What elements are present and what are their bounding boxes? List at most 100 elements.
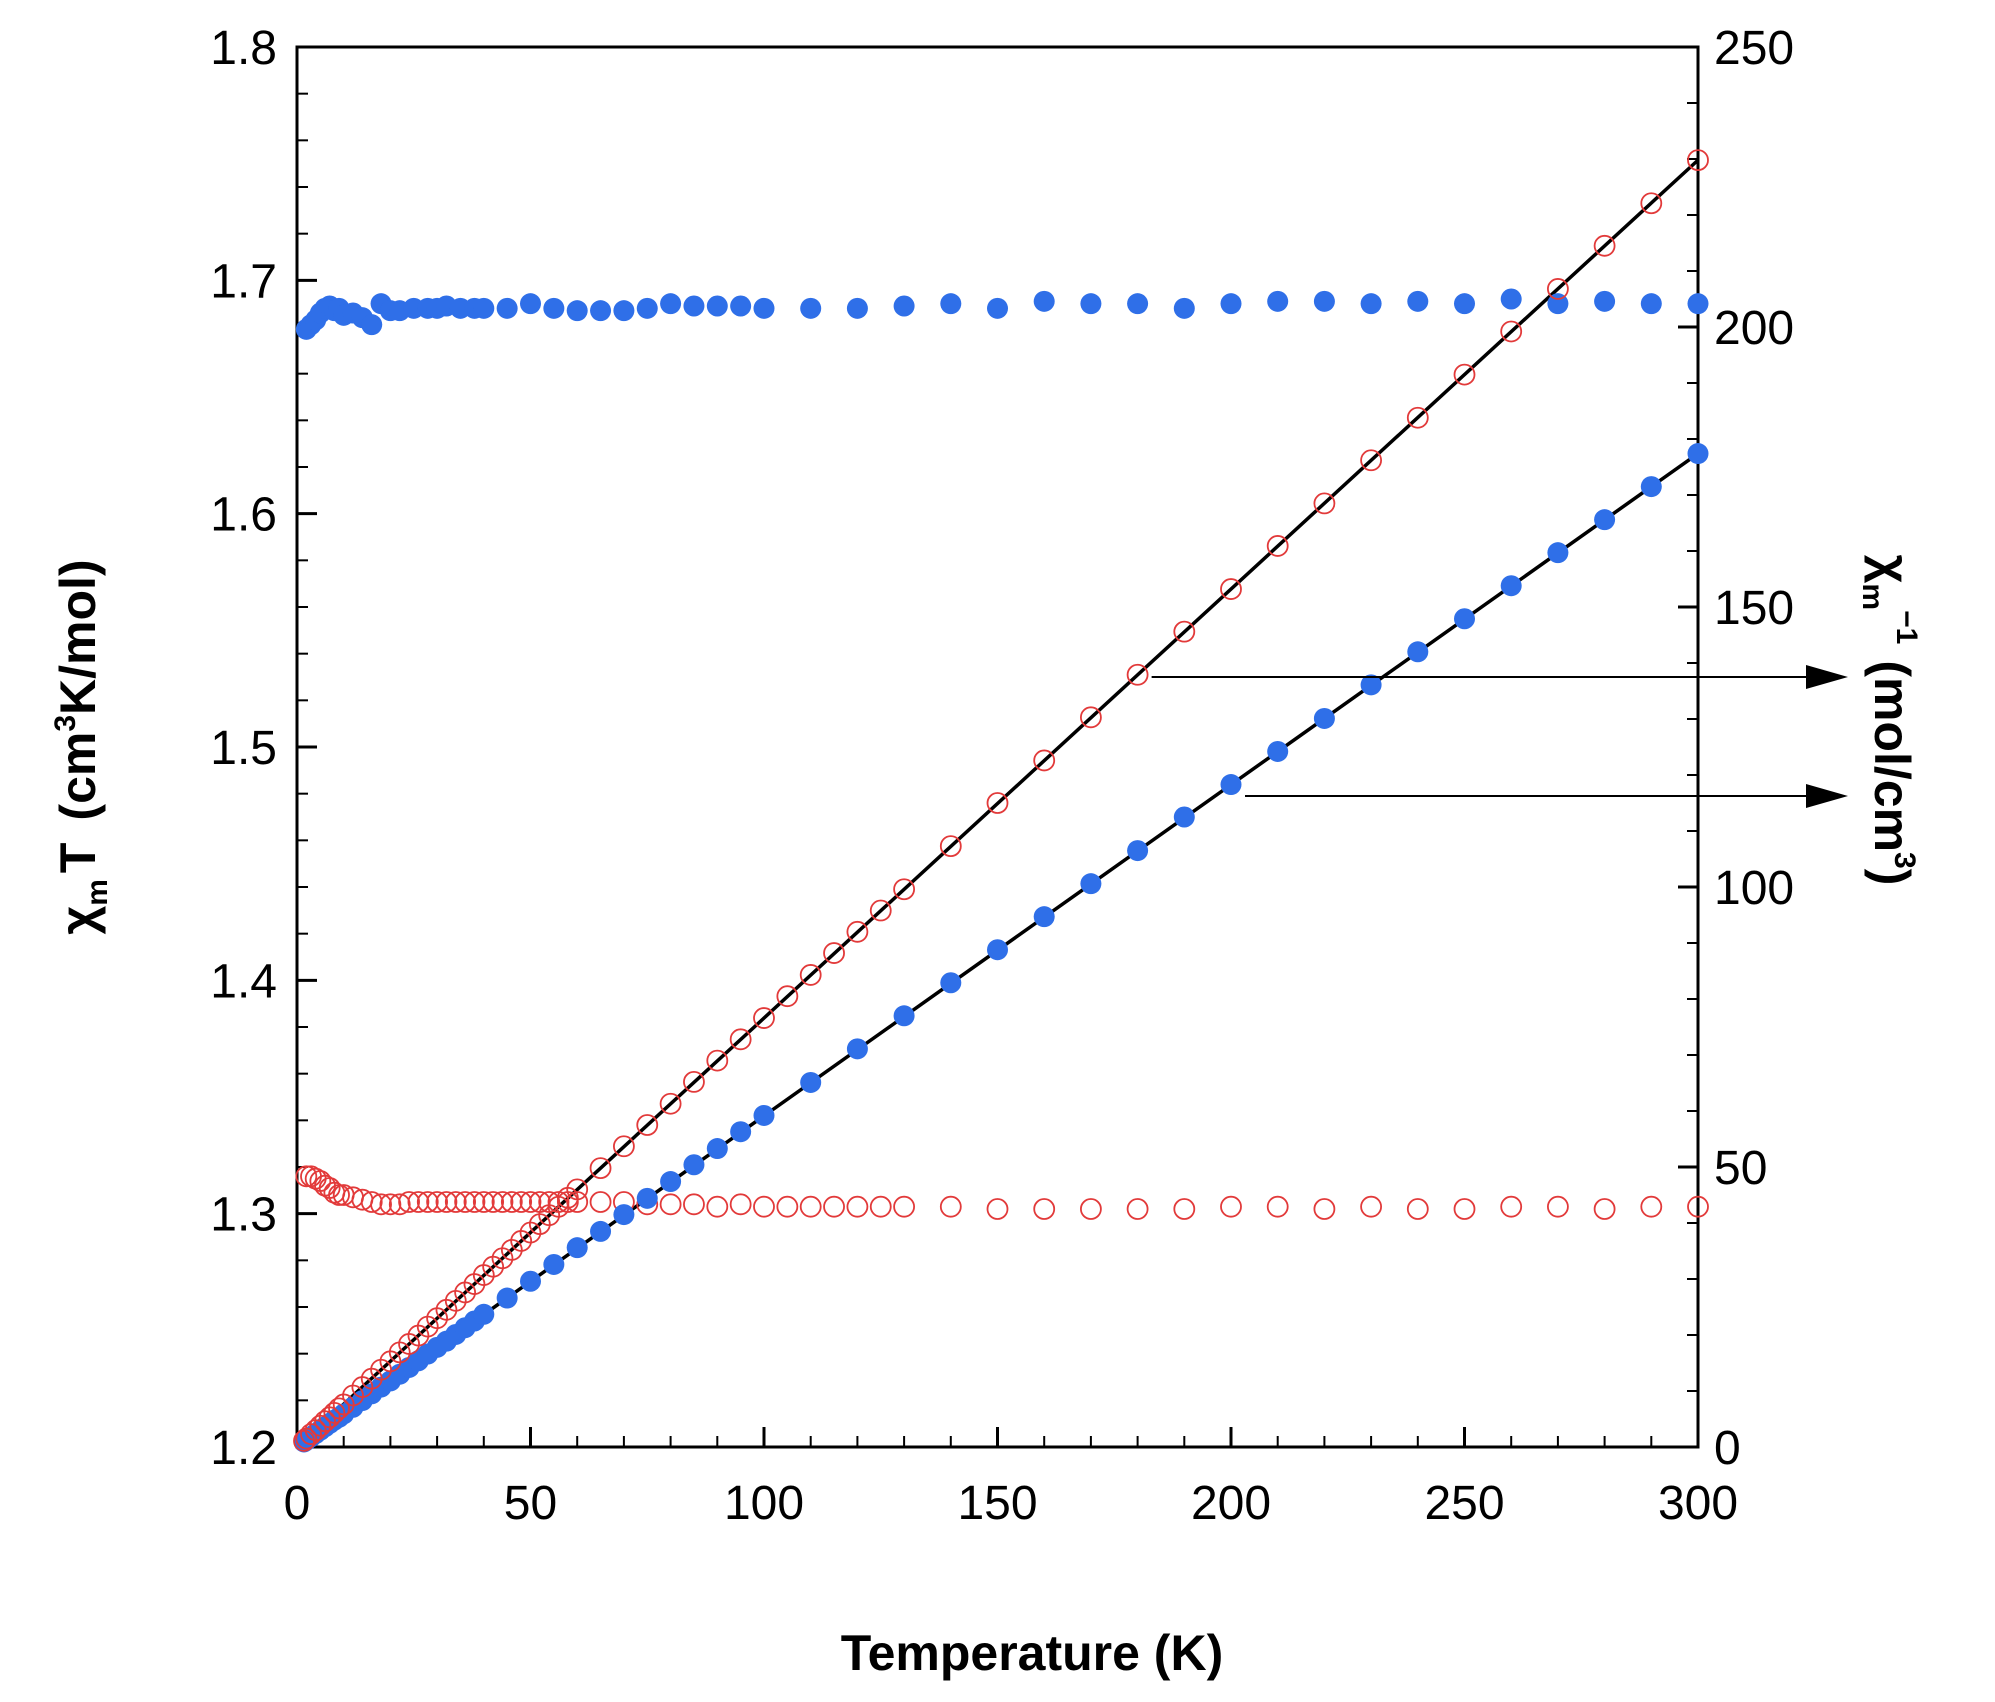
- data-point: [1360, 674, 1382, 696]
- x-tick-label: 150: [957, 1477, 1037, 1530]
- data-point: [1640, 476, 1662, 498]
- y-left-tick-label: 1.6: [210, 489, 277, 542]
- data-point: [1033, 749, 1056, 772]
- y-right-tick-label: 250: [1714, 22, 1794, 75]
- data-point: [660, 293, 682, 315]
- data-point: [1267, 290, 1289, 312]
- data-point: [1313, 492, 1336, 515]
- data-point: [520, 293, 541, 315]
- data-point: [940, 293, 962, 315]
- data-point: [1547, 278, 1569, 300]
- x-tick-label: 50: [504, 1477, 557, 1530]
- data-point: [1406, 406, 1429, 429]
- data-point: [589, 1191, 612, 1213]
- data-point: [435, 1191, 458, 1213]
- data-point: [1640, 192, 1663, 215]
- y-right-ticks: 0 50 100 150 200 250: [1678, 22, 1794, 1475]
- data-point: [987, 939, 1008, 961]
- data-point: [482, 1191, 505, 1213]
- chiT-red-open-series: [295, 1165, 1709, 1220]
- y-left-tick-label: 1.8: [210, 22, 277, 75]
- y-right-tick-label: 150: [1714, 582, 1794, 635]
- data-point: [1593, 1198, 1616, 1220]
- data-point: [823, 1195, 845, 1218]
- data-point: [986, 792, 1009, 814]
- data-point: [939, 1195, 962, 1218]
- data-point: [730, 1121, 752, 1143]
- data-point: [939, 835, 962, 858]
- data-point: [1173, 297, 1195, 319]
- arrows: [1151, 665, 1848, 808]
- data-point: [454, 1191, 477, 1213]
- data-point: [706, 1049, 729, 1072]
- data-point: [753, 297, 775, 319]
- data-point: [730, 295, 752, 317]
- data-point: [1173, 1198, 1196, 1220]
- data-point: [799, 1195, 822, 1218]
- x-tick-label: 300: [1658, 1477, 1738, 1530]
- x-tick-label: 250: [1424, 1477, 1504, 1530]
- data-point: [1687, 293, 1709, 315]
- data-point: [1267, 740, 1289, 762]
- data-point: [1360, 293, 1382, 315]
- y-right-tick-label: 0: [1714, 1422, 1741, 1475]
- y-left-axis-title: χmT(cm3K/mol): [49, 559, 114, 934]
- data-point: [519, 1191, 542, 1213]
- data-point: [636, 1187, 658, 1209]
- data-point: [1640, 1195, 1663, 1218]
- y-left-tick-label: 1.3: [210, 1189, 277, 1242]
- data-point: [659, 1193, 682, 1216]
- y-left-tick-label: 1.4: [210, 955, 277, 1008]
- data-point: [426, 1191, 449, 1213]
- x-tick-label: 200: [1191, 1477, 1271, 1530]
- y-left-ticks: 1.2 1.3 1.4 1.5 1.6 1.7 1.8: [210, 22, 317, 1475]
- data-point: [1126, 663, 1149, 686]
- data-point: [360, 1191, 383, 1213]
- data-point: [590, 300, 612, 322]
- fit-red-line: [295, 158, 1700, 1449]
- y-right-tick-label: 100: [1714, 862, 1794, 915]
- data-point: [683, 295, 705, 317]
- data-point: [361, 314, 383, 336]
- data-point: [1594, 509, 1616, 531]
- data-point: [1266, 1195, 1289, 1218]
- data-point: [1453, 363, 1476, 386]
- data-point: [566, 1178, 589, 1201]
- data-point: [706, 1195, 729, 1218]
- data-point: [1080, 706, 1102, 729]
- data-point: [613, 1135, 635, 1158]
- fit-lines: [295, 158, 1700, 1449]
- data-point: [1360, 1195, 1382, 1218]
- data-point: [660, 1171, 682, 1193]
- data-point: [729, 1193, 752, 1216]
- y-left-tick-label: 1.2: [210, 1422, 277, 1475]
- data-point: [520, 1270, 541, 1292]
- data-point: [683, 1154, 705, 1176]
- data-point: [987, 297, 1008, 319]
- data-point: [776, 1195, 799, 1218]
- data-point: [1033, 906, 1055, 928]
- data-point: [1127, 293, 1149, 315]
- data-point: [491, 1191, 514, 1213]
- data-point: [893, 1005, 915, 1027]
- data-point: [893, 295, 915, 317]
- data-point: [388, 1193, 411, 1216]
- data-point: [1454, 608, 1475, 630]
- data-point: [1173, 620, 1196, 643]
- data-point: [472, 1191, 495, 1213]
- data-point: [613, 300, 635, 322]
- data-point: [328, 1184, 350, 1206]
- data-point: [846, 920, 869, 943]
- data-point: [753, 1104, 775, 1126]
- data-point: [473, 1303, 495, 1325]
- data-point: [893, 1195, 915, 1218]
- data-point: [846, 297, 868, 319]
- data-point: [566, 300, 588, 322]
- data-point: [800, 297, 822, 319]
- arrow-blue-to-right-axis-head: [1806, 784, 1848, 808]
- data-point: [846, 1038, 868, 1060]
- data-point: [1220, 774, 1242, 796]
- data-point: [1080, 873, 1102, 895]
- x-tick-label: 100: [724, 1477, 804, 1530]
